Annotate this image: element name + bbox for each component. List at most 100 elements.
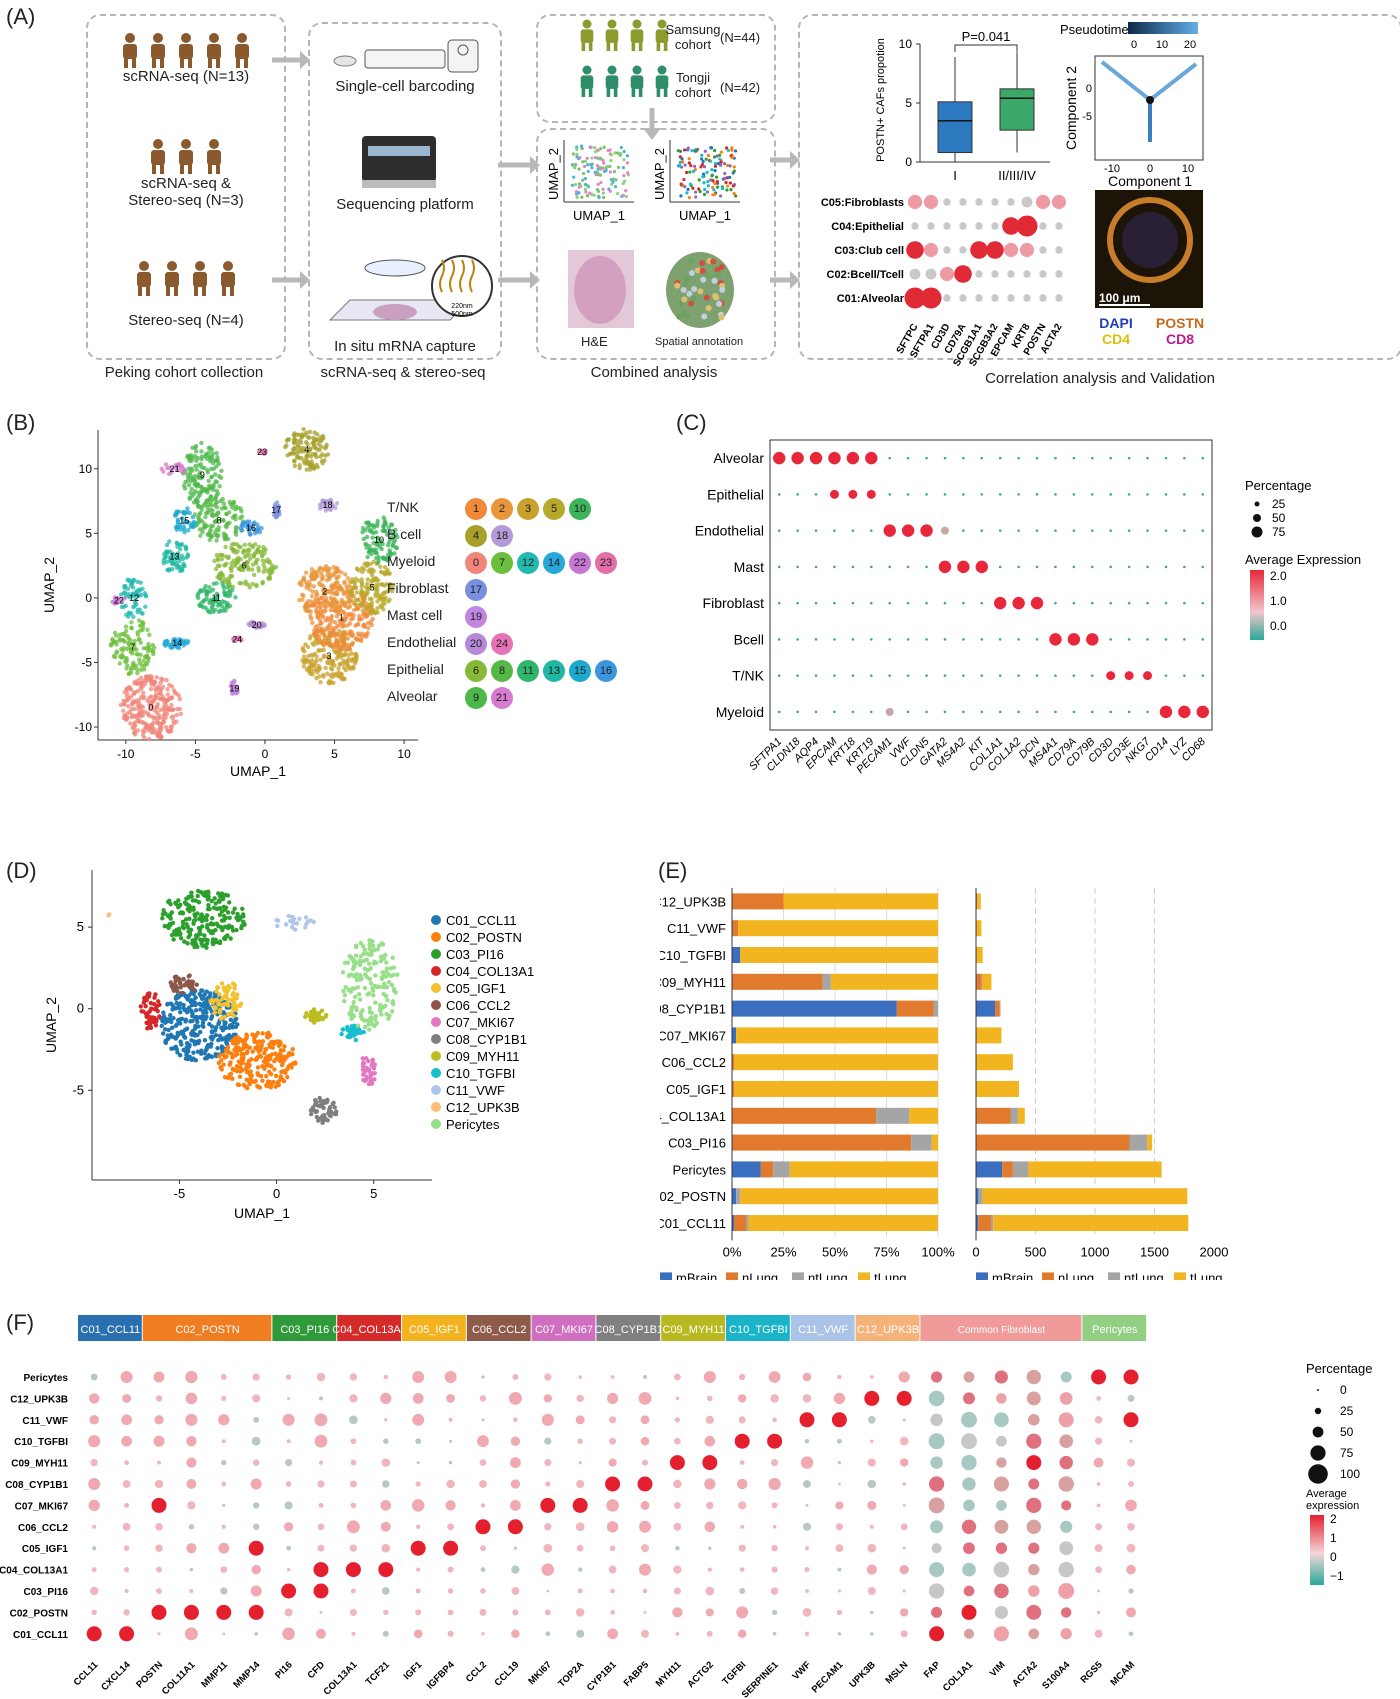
dna-strand-icon [439, 259, 445, 293]
umap-b-point-cluster-1 [333, 640, 339, 645]
umap-b-point-cluster-15 [187, 510, 192, 516]
dotplot-f-dot [1096, 1396, 1101, 1401]
dotplot-f-group-label: C06_CCL2 [472, 1324, 526, 1336]
cohort-box [86, 14, 286, 360]
mini-umap-point-sc [597, 195, 601, 200]
dotplot-c-dot [833, 601, 836, 605]
mini-umap-point-sc [593, 156, 598, 160]
umap-d-point [231, 1032, 236, 1038]
mini-umap-point-sc [580, 195, 584, 199]
umap-b-point-cluster-8 [225, 521, 230, 527]
umap-d-legend-swatch [431, 1068, 441, 1078]
umap-b-point-cluster-13 [174, 555, 180, 561]
umap-b-point-cluster-0 [165, 692, 170, 697]
umap-b-point-cluster-0 [130, 725, 135, 730]
umap-b-point-cluster-16 [245, 524, 250, 530]
dotplot-f-dot [1026, 1433, 1042, 1449]
umap-d-point [178, 1009, 183, 1015]
spatial-annotation-spot [718, 314, 725, 321]
umap-b-point-cluster-1 [341, 639, 347, 645]
pvalue-label: P=0.041 [962, 29, 1011, 44]
dotplot-f-group-header [1082, 1315, 1147, 1341]
umap-b-point-cluster-2 [310, 589, 315, 594]
umap-b-point-cluster-8 [207, 537, 212, 543]
umap-d-point [384, 1011, 389, 1017]
dotplot-c-dot [1201, 565, 1205, 569]
bar-e-count-segment-ntLung [1129, 1134, 1148, 1151]
dotplot-f-group-label: Pericytes [1092, 1324, 1138, 1336]
mini-umap-point-sc [613, 151, 617, 155]
umap-b-point-cluster-11 [202, 586, 207, 592]
bar-e-legend-label: tLung [1190, 1270, 1223, 1280]
umap-b-point-cluster-3 [346, 665, 351, 670]
dotplot-f-dot [1094, 1437, 1103, 1445]
umap-d-point [162, 923, 167, 929]
umap-d-point [191, 991, 196, 997]
umap-d-point [353, 953, 359, 958]
umap-b-point-cluster-20 [246, 621, 251, 627]
umap-b-point-cluster-6 [214, 553, 220, 558]
umap-b-point-cluster-15 [186, 528, 191, 533]
umap-b-point-cluster-5 [370, 609, 375, 615]
dotplot-f-dot [510, 1479, 521, 1489]
umap-d-legend-swatch [431, 932, 441, 942]
umap-b-point-cluster-10 [371, 523, 376, 528]
umap-b-point-cluster-3 [308, 669, 313, 675]
dotplot-f-dot [189, 1588, 194, 1594]
dotplot-f-dot [734, 1433, 750, 1449]
bar-e-count-segment-mBrain [976, 1000, 996, 1017]
umap-b-point-cluster-3 [329, 680, 334, 685]
umap-d-point [213, 927, 218, 933]
umap-b-point-cluster-9 [206, 478, 211, 484]
person-leg-icon [606, 42, 611, 51]
umap-b-point-cluster-6 [263, 558, 269, 564]
dotplot-c-dot [1164, 565, 1168, 569]
person-leg-icon [174, 286, 178, 296]
boxplot-box [937, 101, 973, 154]
umap-d-point [188, 927, 194, 933]
umap-d-point [238, 1069, 243, 1074]
dotplot-f-dot [1026, 1519, 1042, 1535]
person-leg-icon [216, 58, 220, 68]
umap-b-point-cluster-13 [165, 549, 171, 555]
umap-b-point-cluster-1 [347, 612, 353, 617]
dotplot-f-dot [575, 1522, 585, 1532]
umap-d-point [206, 903, 211, 908]
mini-umap-point-sc [575, 155, 579, 159]
umap-d-point [204, 1046, 209, 1051]
umap-b-point-cluster-15 [191, 519, 196, 525]
dotplot-c-dot [998, 456, 1002, 460]
bar-e-category-label: C06_CCL2 [662, 1055, 726, 1070]
dotplot-f-dot [963, 1499, 975, 1512]
mini-umap-point-st [729, 188, 733, 192]
person-body-icon [179, 150, 193, 165]
umap-b-point-cluster-11 [209, 606, 215, 612]
umap-d-point [391, 986, 397, 992]
umap-b-legend-row: Alveolar 9 21 [387, 687, 517, 709]
dotplot-f-group-header [466, 1315, 531, 1341]
mini-umap-point-sc [572, 164, 576, 168]
mini-umap-point-sc [626, 171, 630, 175]
dotplot-f-group-label: C01_CCL11 [81, 1324, 141, 1336]
dotplot-f-dot [800, 1456, 814, 1469]
umap-d-point [204, 1010, 209, 1015]
mini-umap-point-sc [612, 169, 617, 174]
umap-b-point-cluster-0 [153, 688, 159, 694]
umap-d-point [380, 1005, 386, 1010]
umap-b-point-cluster-0 [168, 729, 173, 734]
dotplot-f-dot [349, 1608, 357, 1616]
dotplot-f-dot [930, 1413, 943, 1427]
dotplot-c-dot [1146, 529, 1149, 532]
umap-b-point-cluster-5 [370, 584, 375, 589]
sequencer-screen-icon [368, 146, 430, 156]
dotplot-c-dot [906, 565, 910, 569]
umap-b-cluster-label: 3 [326, 651, 331, 661]
umap-b-point-cluster-6 [230, 584, 236, 590]
dotplot-f-dot [995, 1542, 1008, 1554]
umap-b-point-cluster-11 [210, 587, 216, 592]
umap-d-point [217, 1053, 222, 1059]
bar-e-count-segment-ntLung [1012, 1161, 1029, 1178]
dotplot-f-dot [961, 1454, 977, 1471]
spatial-annotation-spot [705, 305, 712, 312]
umap-b-point-cluster-8 [198, 511, 203, 516]
